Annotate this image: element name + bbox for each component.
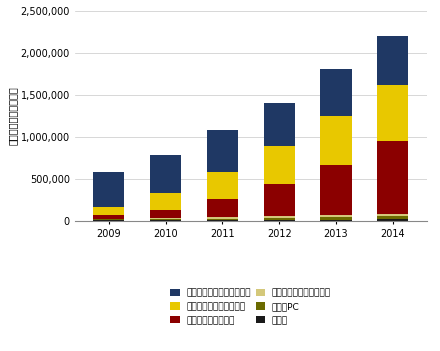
- Bar: [377, 217, 408, 219]
- Bar: [207, 220, 238, 221]
- Bar: [93, 219, 125, 220]
- Bar: [93, 220, 125, 221]
- Bar: [150, 218, 181, 219]
- Bar: [93, 207, 125, 216]
- Bar: [320, 116, 352, 165]
- Bar: [377, 214, 408, 217]
- Bar: [150, 219, 181, 220]
- Bar: [320, 217, 352, 220]
- Bar: [207, 130, 238, 172]
- Bar: [207, 199, 238, 217]
- Bar: [377, 36, 408, 85]
- Bar: [150, 220, 181, 221]
- Bar: [264, 220, 295, 221]
- Bar: [320, 69, 352, 116]
- Bar: [150, 210, 181, 218]
- Bar: [264, 218, 295, 220]
- Bar: [207, 219, 238, 220]
- Bar: [320, 220, 352, 221]
- Bar: [377, 219, 408, 221]
- Bar: [207, 172, 238, 199]
- Bar: [93, 172, 125, 207]
- Bar: [320, 215, 352, 217]
- Bar: [377, 85, 408, 141]
- Bar: [264, 103, 295, 146]
- Bar: [320, 165, 352, 215]
- Bar: [207, 217, 238, 219]
- Legend: プレゼンテーション仳想化, アプリケーション仳想化, デスクトップ仳想化, イメージストリーミング, ブレーPC, その他: プレゼンテーション仳想化, アプリケーション仳想化, デスクトップ仳想化, イメ…: [170, 289, 331, 325]
- Bar: [264, 216, 295, 218]
- Bar: [150, 155, 181, 193]
- Bar: [264, 146, 295, 184]
- Y-axis label: （出荷ライセンス数）: （出荷ライセンス数）: [8, 86, 18, 145]
- Bar: [264, 184, 295, 216]
- Bar: [377, 141, 408, 214]
- Bar: [150, 193, 181, 210]
- Bar: [93, 216, 125, 219]
